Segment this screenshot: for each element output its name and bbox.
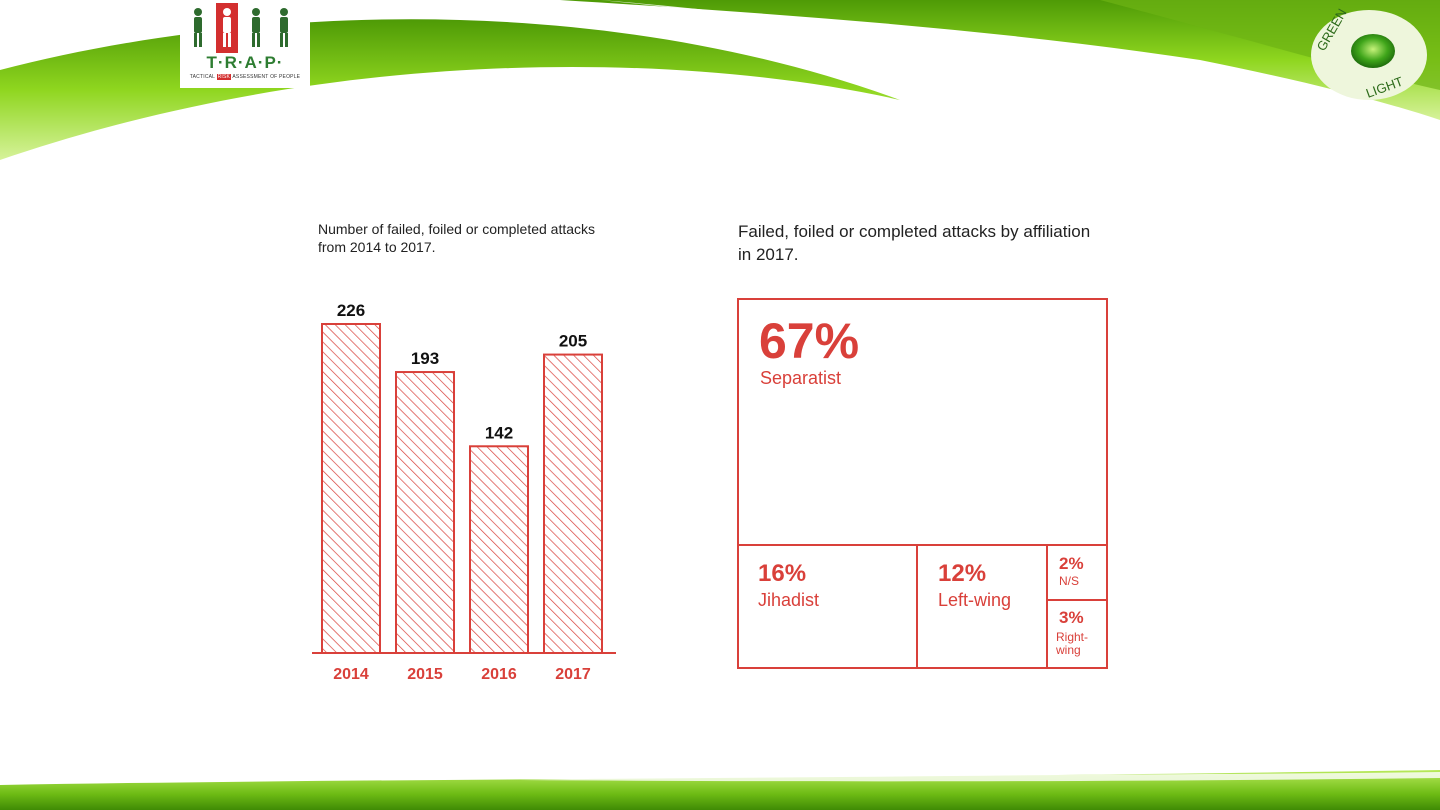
- treemap-cell-ns-pct: 2%: [1059, 554, 1084, 573]
- treemap-cell-ns-label: N/S: [1059, 574, 1080, 588]
- green-light-lamp-icon: [1351, 34, 1395, 68]
- trap-logo-letters: T·R·A·P·: [206, 53, 284, 72]
- bar-2017: [543, 353, 603, 654]
- treemap-grid: [737, 298, 1108, 669]
- x-tick-label: 2016: [481, 666, 517, 683]
- trap-sub-mid: RISK: [216, 74, 232, 80]
- treemap-cell-separatist-pct: 67%: [759, 313, 860, 369]
- bar-chart: 226 2014 193 2015 142 2016 205 2017: [312, 301, 616, 683]
- bar-2014: [321, 323, 381, 654]
- bar-2016: [469, 445, 529, 654]
- treemap: 67% Separatist 16% Jihadist 12% Left-win…: [737, 298, 1108, 669]
- x-tick-label: 2015: [407, 666, 443, 683]
- treemap-cell-rightwing-pct: 3%: [1059, 608, 1084, 627]
- bar-chart-title: Number of failed, foiled or completed at…: [318, 221, 596, 255]
- trap-logo-subtitle: TACTICAL RISK ASSESSMENT OF PEOPLE: [180, 74, 310, 80]
- bar-value-label: 142: [485, 423, 513, 442]
- bar-2015: [395, 371, 455, 654]
- treemap-cell-rightwing-label: Right-wing: [1056, 630, 1089, 657]
- bar-value-label: 205: [559, 332, 587, 351]
- treemap-cell-separatist-label: Separatist: [760, 368, 842, 388]
- treemap-title: Failed, foiled or completed attacks by a…: [738, 222, 1091, 264]
- footer-swoosh-decoration: [0, 770, 1440, 810]
- bar-value-label: 226: [337, 301, 365, 320]
- bar-value-label: 193: [411, 349, 439, 368]
- x-tick-label: 2017: [555, 666, 591, 683]
- treemap-cell-jihadist-label: Jihadist: [758, 590, 820, 610]
- x-tick-label: 2014: [333, 666, 369, 683]
- people-silhouettes-icon: [194, 3, 288, 53]
- trap-sub-right: ASSESSMENT OF PEOPLE: [232, 74, 301, 80]
- green-light-logo: GREEN LIGHT: [1311, 8, 1427, 101]
- treemap-cell-leftwing-label: Left-wing: [938, 590, 1012, 610]
- treemap-cell-leftwing-pct: 12%: [938, 560, 987, 587]
- treemap-cell-jihadist-pct: 16%: [758, 560, 807, 587]
- trap-logo: T·R·A·P· TACTICAL RISK ASSESSMENT OF PEO…: [180, 3, 310, 88]
- trap-sub-left: TACTICAL: [189, 74, 215, 80]
